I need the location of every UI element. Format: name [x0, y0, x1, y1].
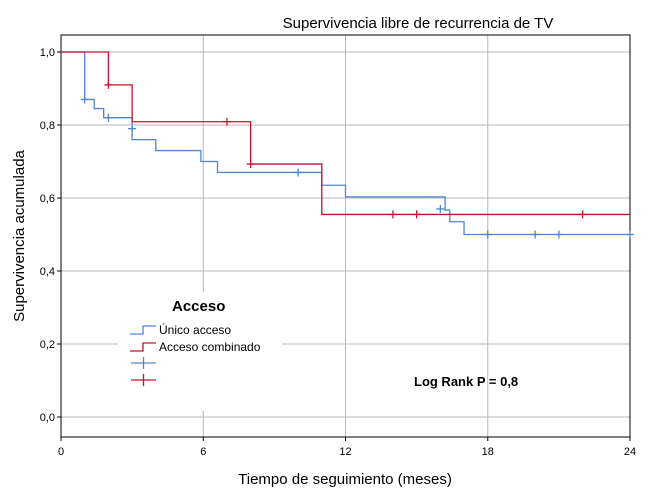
- x-tick-label: 0: [58, 446, 64, 458]
- censor-mark: [80, 95, 89, 104]
- y-axis-label: Supervivencia acumulada: [11, 149, 28, 321]
- x-tick-label: 6: [200, 446, 206, 458]
- y-tick-label: 0,8: [40, 120, 55, 132]
- censor-mark: [554, 230, 563, 239]
- legend-entry-label: Acceso combinado: [159, 340, 261, 354]
- y-tick-label: 0,2: [40, 339, 55, 351]
- x-tick-label: 18: [482, 446, 494, 458]
- y-tick-label: 1,0: [40, 47, 55, 59]
- series-line-1: [61, 51, 630, 236]
- series-layer: [61, 51, 634, 239]
- censor-mark: [388, 210, 397, 219]
- x-axis: 0 6 12 18 24: [58, 437, 636, 458]
- x-tick-label: 24: [624, 446, 636, 458]
- censor-mark: [578, 210, 587, 219]
- x-tick-label: 12: [339, 446, 351, 458]
- x-axis-label: Tiempo de seguimiento (meses): [238, 471, 452, 488]
- legend-entry-label: Único acceso: [159, 322, 231, 337]
- censor-mark: [104, 80, 113, 89]
- censor-mark: [128, 124, 137, 133]
- censor-mark: [246, 160, 255, 169]
- censor-mark: [412, 210, 421, 219]
- legend-title: Acceso: [172, 298, 225, 315]
- legend-line-swatch: [130, 342, 156, 352]
- censor-mark: [483, 230, 492, 239]
- y-tick-label: 0,4: [40, 266, 55, 278]
- y-tick-label: 0,6: [40, 193, 55, 205]
- censor-mark: [294, 168, 303, 177]
- chart-title: Supervivencia libre de recurrencia de TV: [283, 15, 554, 32]
- legend: Acceso Único acceso Acceso combinado: [118, 292, 282, 411]
- censor-mark: [531, 230, 540, 239]
- censor-mark: [222, 117, 231, 126]
- censor-mark: [436, 204, 445, 213]
- legend-line-swatch: [130, 325, 156, 335]
- y-axis: 0,0 0,2 0,4 0,6 0,8 1,0: [40, 47, 61, 424]
- censor-mark: [626, 230, 634, 239]
- legend-background: [118, 292, 282, 411]
- log-rank-annotation: Log Rank P = 0,8: [414, 374, 518, 389]
- censor-mark: [104, 113, 113, 122]
- series-line-2: [61, 51, 630, 216]
- y-tick-label: 0,0: [40, 412, 55, 424]
